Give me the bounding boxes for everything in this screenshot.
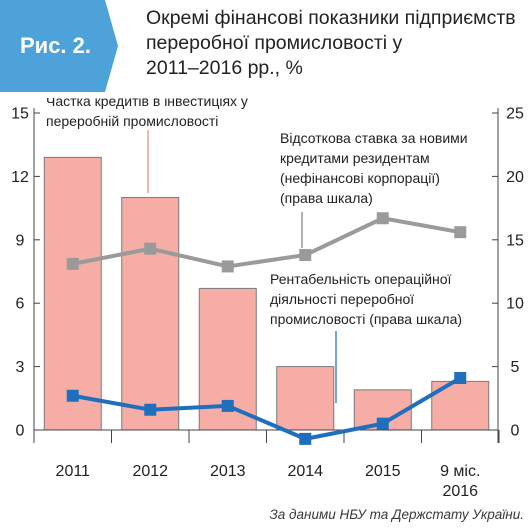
chart-title-line: 2011–2016 рр., %	[146, 57, 303, 79]
bar	[276, 366, 335, 431]
x-tick-label: 2014	[287, 463, 323, 480]
chart-title: Окремі фінансові показники підприємств п…	[146, 6, 526, 81]
y2-tick-label: 10	[506, 296, 524, 313]
series-line-profitability	[72, 376, 462, 441]
legend-annotations: Частка кредитів в інвестиціях у переробн…	[46, 98, 471, 403]
y-tick-label: 6	[16, 296, 25, 313]
bar	[121, 197, 180, 431]
point-interest-rate	[144, 242, 157, 255]
x-tick-label: 9 міс. 2016	[440, 463, 480, 500]
point-interest-rate	[221, 260, 234, 273]
figure-header: Рис. 2. Окремі фінансові показники підпр…	[0, 0, 531, 98]
bar	[43, 156, 102, 431]
point-interest-rate	[66, 257, 79, 270]
y2-tick-label: 20	[506, 169, 524, 186]
chart-title-line: переробної промисловості у	[146, 32, 403, 54]
chart-title-line: Окремі фінансові показники підприємств	[146, 7, 516, 29]
y-tick-label: 15	[11, 106, 29, 123]
point-profitability	[299, 432, 312, 445]
y-tick-label: 12	[11, 169, 29, 186]
x-tick-label: 2012	[132, 463, 168, 480]
y2-tick-label: 25	[506, 106, 524, 123]
point-profitability	[144, 403, 157, 416]
legend-label-bars: Частка кредитів в інвестиціях у переробн…	[46, 98, 252, 129]
series-line-interest-rate	[72, 216, 461, 269]
y2-tick-label: 0	[511, 423, 520, 440]
figure-label: Рис. 2.	[0, 0, 118, 92]
series-lines	[66, 212, 467, 445]
y-tick-label: 0	[16, 423, 25, 440]
source-note: За даними НБУ та Держстату України.	[269, 507, 525, 522]
point-interest-rate	[376, 212, 389, 225]
point-profitability	[376, 417, 389, 430]
x-tick-label: 2011	[56, 463, 91, 480]
point-interest-rate	[454, 226, 467, 239]
bars	[43, 156, 490, 431]
legend-label-interest: Відсоткова ставка за новими кредитами ре…	[280, 130, 471, 206]
x-tick-label: 2013	[210, 463, 246, 480]
y2-tick-label: 5	[511, 359, 520, 376]
legend-label-profitability: Рентабельність операційної діяльності пе…	[270, 271, 462, 327]
point-interest-rate	[299, 249, 312, 262]
point-profitability	[454, 372, 467, 385]
x-tick-label: 2015	[365, 463, 401, 480]
y-tick-label: 3	[16, 359, 25, 376]
point-profitability	[221, 399, 234, 412]
y2-tick-label: 15	[506, 232, 524, 249]
y-tick-label: 9	[16, 232, 25, 249]
point-profitability	[66, 389, 79, 402]
